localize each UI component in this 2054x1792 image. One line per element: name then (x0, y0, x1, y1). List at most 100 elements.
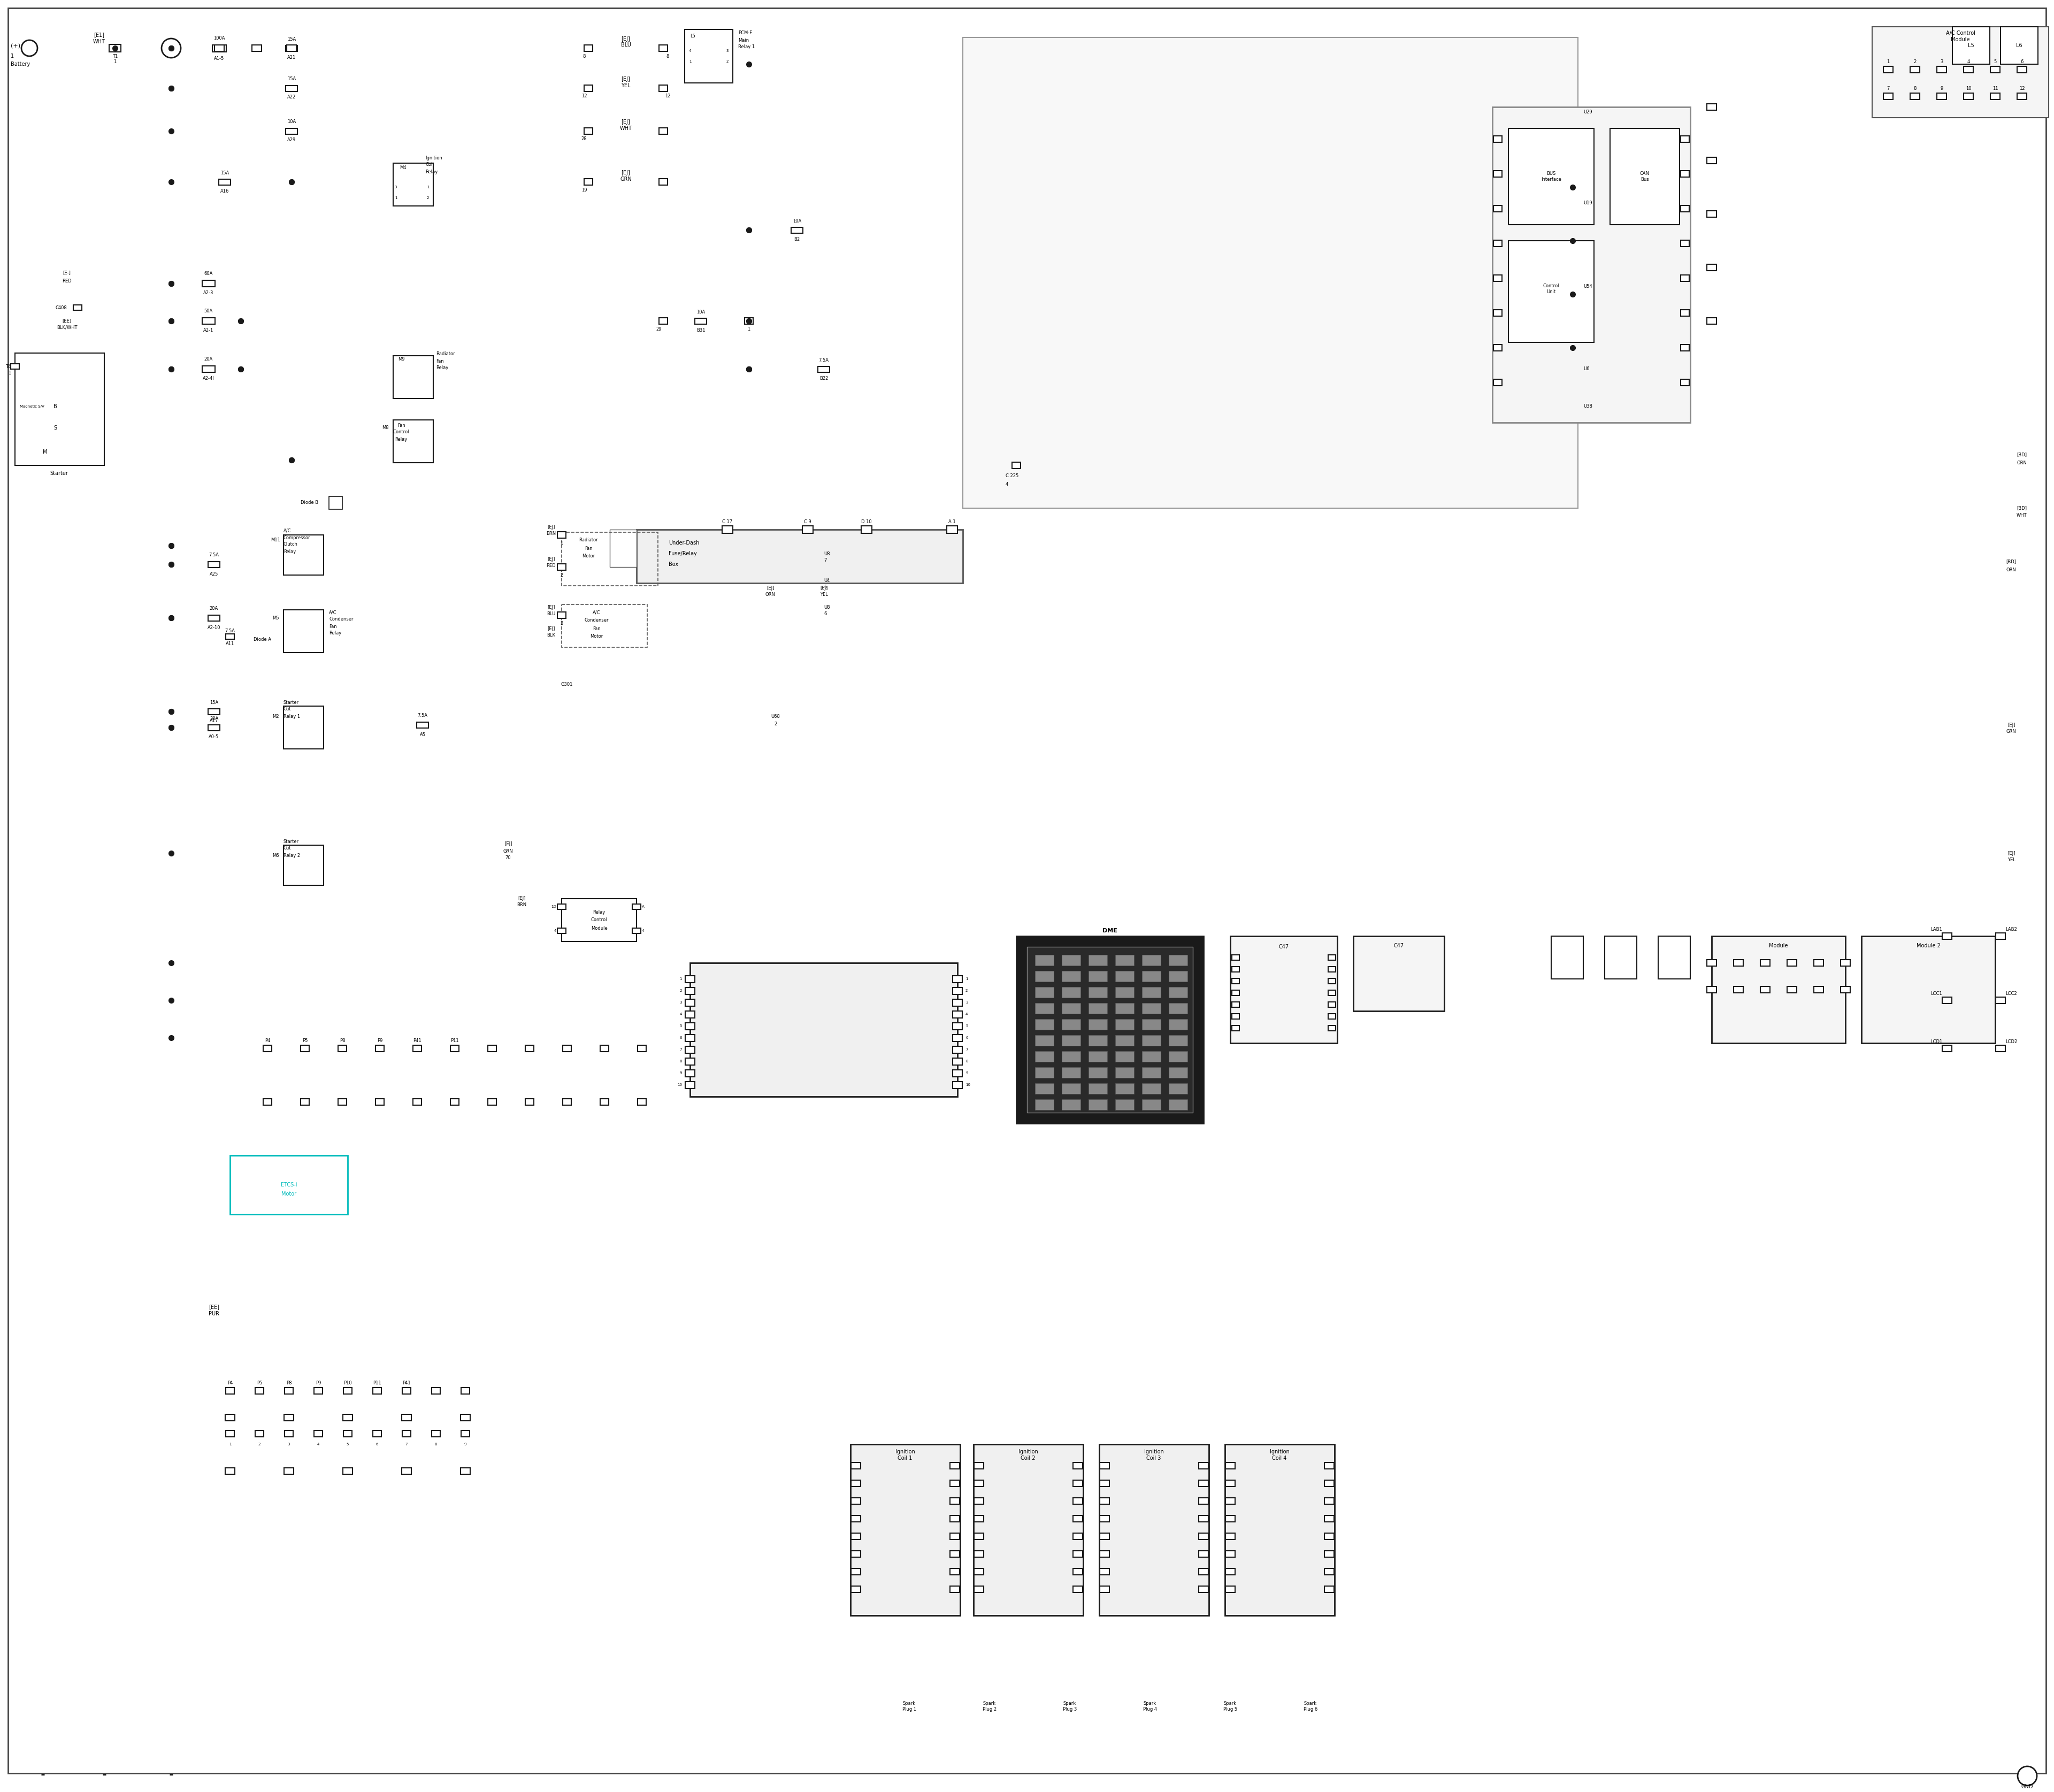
Bar (1072, 1534, 1082, 1539)
Text: [EJ]: [EJ] (766, 586, 774, 591)
Bar (1493, 274, 1501, 281)
Text: U4: U4 (824, 579, 830, 582)
Text: Relay: Relay (594, 910, 606, 914)
Bar (1089, 955, 1107, 966)
Text: 4: 4 (680, 1012, 682, 1016)
Bar (283, 1414, 294, 1421)
Bar (1013, 462, 1021, 468)
Text: 4: 4 (1006, 482, 1009, 486)
Bar (850, 1480, 861, 1487)
Bar (1680, 380, 1688, 385)
Text: BLK/WHT: BLK/WHT (58, 324, 78, 330)
Bar (1996, 996, 2005, 1004)
Bar (392, 357, 433, 398)
Text: 10A: 10A (793, 219, 801, 224)
Text: 50A: 50A (203, 308, 214, 314)
Bar (1089, 1036, 1107, 1047)
Bar (339, 1045, 347, 1052)
Bar (1508, 129, 1594, 224)
Bar (1493, 344, 1501, 351)
Bar (563, 1098, 571, 1106)
Bar (949, 1534, 959, 1539)
Bar (637, 1045, 647, 1052)
Bar (343, 1387, 351, 1394)
Bar (1089, 1082, 1107, 1093)
Bar (1200, 1480, 1208, 1487)
Bar (949, 1586, 959, 1593)
Bar (1354, 935, 1444, 1011)
Bar (974, 1444, 1082, 1615)
Text: Spark
Plug 1: Spark Plug 1 (902, 1701, 916, 1711)
Text: Fan: Fan (585, 547, 592, 550)
Text: A25: A25 (210, 572, 218, 577)
Bar (850, 1516, 861, 1521)
Bar (850, 1568, 861, 1575)
Text: C408: C408 (55, 305, 68, 310)
Text: T4: T4 (6, 364, 10, 369)
Text: 7: 7 (824, 557, 826, 563)
Bar (659, 317, 668, 324)
Bar (376, 1098, 384, 1106)
Text: 2: 2 (680, 989, 682, 993)
Text: 2: 2 (427, 197, 429, 199)
Text: Ignition
Coil 1: Ignition Coil 1 (896, 1450, 914, 1460)
Text: 8: 8 (680, 1059, 682, 1063)
Bar (850, 1444, 959, 1615)
Bar (1142, 1036, 1161, 1047)
Bar (1142, 1068, 1161, 1077)
Bar (1226, 1534, 1234, 1539)
Bar (1226, 1516, 1234, 1521)
Text: ORN: ORN (2017, 461, 2027, 466)
Text: Control: Control (592, 918, 608, 923)
Bar (314, 1387, 322, 1394)
Bar (1493, 380, 1501, 385)
Bar (557, 903, 567, 909)
Text: Cut: Cut (283, 706, 292, 711)
Text: Spark
Plug 4: Spark Plug 4 (1142, 1701, 1156, 1711)
Text: A11: A11 (226, 642, 234, 645)
Text: [EJ]: [EJ] (622, 36, 631, 41)
Bar (489, 1098, 497, 1106)
Text: 4: 4 (555, 930, 557, 932)
Bar (1142, 1052, 1161, 1063)
Text: A/C Control
Module: A/C Control Module (1945, 30, 1976, 43)
Bar (1115, 1004, 1134, 1014)
Text: Relay: Relay (435, 366, 448, 371)
Bar (1996, 934, 2005, 939)
Text: Fuse/Relay: Fuse/Relay (670, 550, 696, 556)
Text: Fan: Fan (435, 358, 444, 364)
Bar (953, 987, 961, 995)
Bar (212, 45, 226, 52)
Bar (1035, 1052, 1054, 1063)
Text: ORN: ORN (2007, 568, 2017, 572)
Text: M4: M4 (398, 165, 407, 170)
Text: Starter: Starter (283, 839, 300, 844)
Bar (1224, 1444, 1335, 1615)
Bar (374, 1387, 382, 1394)
Bar (1493, 170, 1501, 177)
Text: G301: G301 (561, 683, 573, 686)
Bar (583, 45, 594, 52)
Bar (1072, 1498, 1082, 1503)
Bar (1035, 1082, 1054, 1093)
Bar (1062, 1020, 1080, 1030)
Text: [EE]: [EE] (62, 319, 72, 323)
Text: M9: M9 (398, 357, 405, 362)
Bar (953, 975, 961, 982)
Text: 8: 8 (435, 1443, 438, 1446)
Text: [EJ]: [EJ] (2007, 851, 2015, 855)
Bar (343, 1430, 351, 1437)
Text: 5: 5 (347, 1443, 349, 1446)
Bar (1325, 1534, 1333, 1539)
Bar (686, 1070, 694, 1077)
Bar (1990, 66, 2001, 73)
Bar (1142, 1020, 1161, 1030)
Bar (1062, 971, 1080, 982)
Bar (686, 1081, 694, 1088)
Bar (791, 228, 803, 233)
Text: WHT: WHT (620, 125, 633, 131)
Text: U38: U38 (1584, 405, 1592, 409)
Bar (637, 1098, 647, 1106)
Bar (1814, 961, 1824, 966)
Bar (974, 1550, 984, 1557)
